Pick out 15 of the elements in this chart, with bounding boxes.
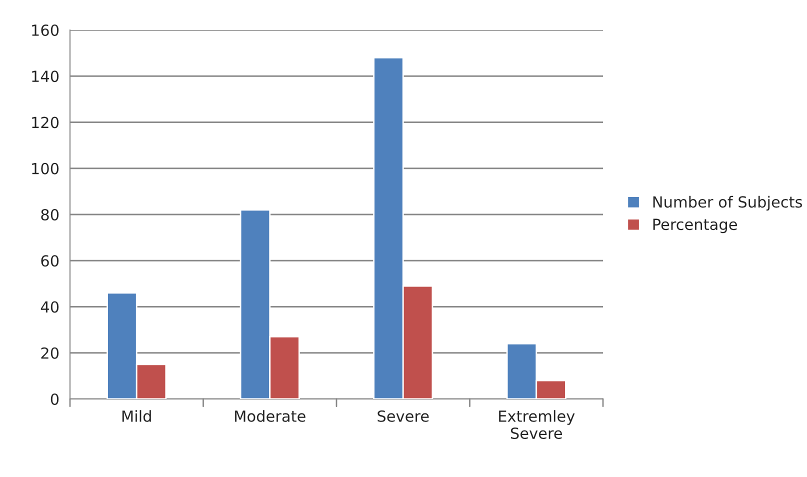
y-tick-label: 20 [41,347,59,359]
y-tick-label: 0 [50,393,59,406]
y-tick-label: 160 [32,24,59,36]
x-tick-label: Extremley Severe [499,410,575,440]
y-tick-label: 100 [32,162,59,174]
y-tick-label: 80 [41,208,59,221]
y-tick-label: 40 [40,301,59,313]
x-tick-label: Mild [122,410,151,422]
legend-label: Percentage [653,218,737,234]
y-tick-label: 120 [32,116,59,128]
y-tick-label: 60 [41,255,59,267]
legend-label: Number of Subjects [653,196,802,211]
x-tick-label: Severe [378,410,429,422]
x-tick-label: Moderate [235,410,306,422]
y-tick-label: 140 [32,70,59,82]
